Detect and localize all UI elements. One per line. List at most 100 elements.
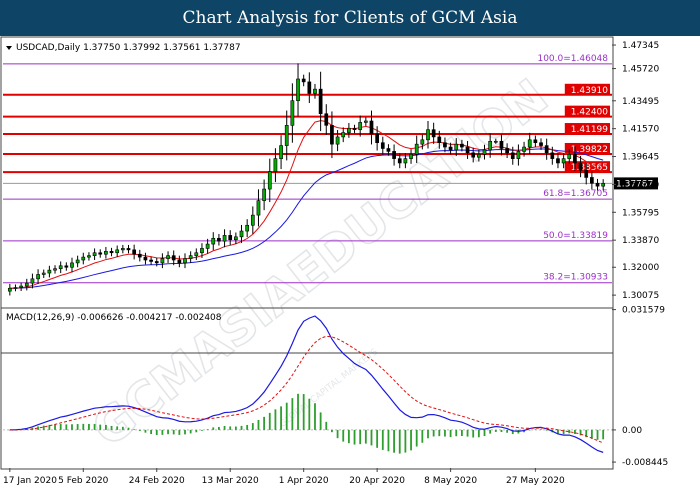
candle-body	[420, 139, 425, 145]
candle-body	[58, 265, 63, 269]
macd-histogram-bar	[472, 429, 475, 438]
price-tick-label: 1.33870	[622, 236, 659, 246]
macd-histogram-bar	[347, 429, 350, 444]
macd-histogram-bar	[483, 429, 486, 437]
macd-histogram-bar	[8, 429, 11, 431]
candle-body	[578, 162, 583, 171]
candle-body	[115, 249, 120, 254]
macd-histogram-bar	[65, 424, 68, 430]
macd-histogram-bar	[263, 416, 266, 430]
macd-histogram-bar	[376, 429, 379, 448]
candle-body	[24, 282, 29, 287]
macd-histogram-bar	[540, 429, 542, 430]
level-label: 100.0=1.46048	[537, 54, 608, 64]
candle-body	[358, 122, 363, 130]
level-label: 38.2=1.30933	[543, 273, 608, 283]
candle-body	[561, 158, 566, 164]
candle-body	[211, 237, 216, 245]
price-tick-label: 1.41570	[622, 125, 659, 135]
candle-body	[533, 139, 538, 144]
macd-histogram-bar	[461, 429, 463, 436]
macd-histogram-bar	[121, 426, 124, 430]
candle-body	[53, 268, 57, 271]
macd-histogram-bar	[172, 429, 175, 435]
macd-histogram-bar	[291, 398, 294, 430]
macd-histogram-bar	[444, 429, 446, 437]
candle-body	[200, 248, 204, 254]
candle-body	[160, 258, 165, 264]
macd-histogram-bar	[144, 429, 147, 433]
time-tick-label: 24 Feb 2020	[129, 476, 185, 486]
macd-histogram-bar	[93, 423, 96, 430]
candle-body	[171, 255, 176, 261]
dropdown-arrow-icon[interactable]	[6, 46, 12, 50]
candle-body	[414, 143, 419, 155]
candle-body	[397, 158, 402, 164]
macd-histogram-bar	[381, 429, 384, 450]
time-tick-label: 20 Apr 2020	[349, 476, 405, 486]
macd-histogram-bar	[268, 412, 271, 430]
price-tick-label: 1.43495	[622, 97, 659, 107]
candle-body	[493, 140, 498, 143]
macd-histogram-bar	[574, 429, 576, 434]
candle-body	[177, 259, 182, 264]
macd-histogram-bar	[280, 406, 282, 430]
macd-signal-line	[9, 335, 604, 444]
candle-body	[437, 136, 442, 144]
macd-histogram-bar	[116, 426, 119, 430]
macd-histogram-bar	[432, 429, 435, 437]
macd-histogram-bar	[302, 394, 305, 430]
candle-body	[7, 287, 12, 292]
macd-histogram-bar	[393, 429, 395, 453]
macd-histogram-bar	[590, 429, 593, 439]
macd-histogram-bar	[325, 421, 328, 430]
horizontal-levels: 100.0=1.46048 1.43910 1.42400 1.41199 1.3982…	[3, 54, 658, 284]
macd-histogram-bar	[359, 429, 362, 445]
macd-tick-label: -0.008445	[622, 458, 668, 468]
level-label: 1.42400	[571, 108, 608, 118]
candle-body	[567, 153, 572, 159]
level-label: 1.41199	[571, 125, 608, 135]
macd-info: MACD(12,26,9) -0.006626 -0.004217 -0.002…	[6, 313, 222, 323]
candle-body	[590, 177, 594, 184]
candle-body	[482, 149, 487, 155]
candle-body	[544, 145, 549, 154]
macd-histogram-bar	[246, 424, 249, 430]
time-tick-label: 8 May 2020	[424, 476, 477, 486]
macd-histogram-bar	[314, 403, 316, 430]
candle-body	[369, 120, 374, 135]
macd-histogram-bar	[421, 429, 424, 443]
time-tick-label: 1 Apr 2020	[279, 476, 329, 486]
candle-body	[120, 248, 125, 251]
macd-histogram-bar	[104, 425, 107, 430]
candle-body	[205, 243, 210, 249]
macd-histogram-bar	[189, 429, 192, 434]
macd-histogram-bar	[477, 429, 480, 438]
candle-body	[510, 152, 515, 159]
macd-histogram-bar	[545, 429, 548, 431]
candle-body	[273, 158, 278, 172]
macd-histogram-bar	[370, 429, 373, 446]
current-price-box	[614, 177, 658, 190]
candle-body	[516, 151, 521, 159]
macd-histogram-bar	[71, 424, 73, 430]
time-axis: 17 Jan 2020 5 Feb 2020 24 Feb 2020 13 Mar 2…	[3, 468, 565, 486]
candle-body	[601, 183, 606, 187]
candle-body	[352, 127, 357, 130]
candle-body	[279, 145, 283, 159]
macd-histogram-bar	[37, 426, 39, 430]
price-tick-label: 1.35795	[622, 208, 659, 218]
candle-body	[19, 285, 23, 288]
candle-body	[505, 148, 509, 154]
candle-body	[109, 251, 114, 254]
macd-histogram-bar	[319, 412, 322, 430]
macd-histogram-bar	[133, 429, 136, 430]
macd-histogram-bar	[240, 425, 243, 430]
candle-body	[154, 261, 159, 264]
candle-body	[335, 136, 340, 145]
candle-body	[183, 258, 187, 264]
candle-body	[527, 139, 532, 148]
time-tick-label: 13 Mar 2020	[202, 476, 259, 486]
price-tick-label: 1.32000	[622, 263, 659, 273]
candle-body	[386, 148, 391, 152]
